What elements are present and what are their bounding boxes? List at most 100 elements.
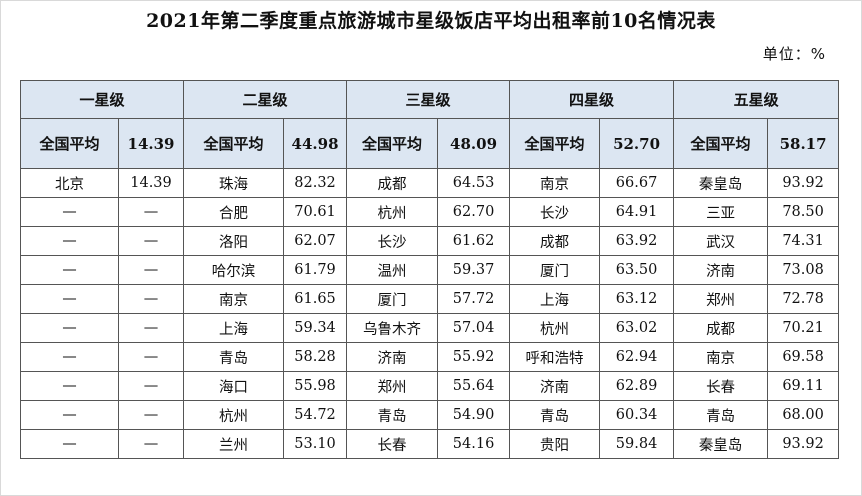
column-header-5star: 五星级 (673, 80, 840, 119)
rate-cell: 63.12 (599, 284, 675, 314)
rate-cell: — (117, 342, 185, 372)
rate-cell: 72.78 (767, 284, 840, 314)
city-cell: 长沙 (346, 226, 439, 256)
rate-cell: 70.21 (767, 313, 840, 343)
occupancy-table: 一星级 二星级 三星级 四星级 五星级 全国平均 14.39 全国平均 44.9… (19, 80, 840, 459)
city-cell: — (20, 400, 119, 430)
city-cell: — (20, 197, 119, 227)
rate-cell: 93.92 (767, 429, 840, 459)
city-cell: 杭州 (509, 313, 601, 343)
rate-cell: 69.58 (767, 342, 840, 372)
city-cell: — (20, 226, 119, 256)
rate-cell: 54.90 (437, 400, 511, 430)
rate-cell: 93.92 (767, 168, 840, 198)
rate-cell: 66.67 (599, 168, 675, 198)
city-cell: 济南 (346, 342, 439, 372)
rate-cell: 57.04 (437, 313, 511, 343)
rate-cell: 53.10 (283, 429, 348, 459)
rate-cell: 63.92 (599, 226, 675, 256)
rate-cell: 64.91 (599, 197, 675, 227)
city-cell: 南京 (509, 168, 601, 198)
rate-cell: — (117, 400, 185, 430)
city-cell: 南京 (673, 342, 769, 372)
rate-cell: 55.92 (437, 342, 511, 372)
rate-cell: 59.84 (599, 429, 675, 459)
average-value: 52.70 (599, 118, 675, 169)
average-value: 44.98 (283, 118, 348, 169)
column-header-1star: 一星级 (19, 80, 185, 119)
city-cell: 郑州 (346, 371, 439, 401)
city-cell: 长春 (673, 371, 769, 401)
average-value: 14.39 (117, 118, 185, 169)
unit-label: 单位：% (762, 45, 826, 63)
rate-cell: 57.72 (437, 284, 511, 314)
city-cell: 长春 (346, 429, 439, 459)
rate-cell: 54.72 (283, 400, 348, 430)
table-row: — — 合肥 70.61 杭州 62.70 长沙 64.91 三亚 78.50 (20, 197, 840, 227)
rate-cell: 54.16 (437, 429, 511, 459)
rate-cell: 62.94 (599, 342, 675, 372)
rate-cell: 62.07 (283, 226, 348, 256)
city-cell: — (20, 342, 119, 372)
rate-cell: 58.28 (283, 342, 348, 372)
column-header-3star: 三星级 (346, 80, 511, 119)
table-row: — — 哈尔滨 61.79 温州 59.37 厦门 63.50 济南 73.08 (20, 255, 840, 285)
rate-cell: 62.70 (437, 197, 511, 227)
city-cell: 杭州 (346, 197, 439, 227)
column-header-2star: 二星级 (183, 80, 348, 119)
city-cell: 温州 (346, 255, 439, 285)
rate-cell: 69.11 (767, 371, 840, 401)
city-cell: 济南 (509, 371, 601, 401)
rate-cell: — (117, 313, 185, 343)
rate-cell: 68.00 (767, 400, 840, 430)
city-cell: 哈尔滨 (183, 255, 285, 285)
city-cell: 长沙 (509, 197, 601, 227)
rate-cell: 55.64 (437, 371, 511, 401)
city-cell: 青岛 (673, 400, 769, 430)
city-cell: 青岛 (183, 342, 285, 372)
city-cell: 杭州 (183, 400, 285, 430)
city-cell: 呼和浩特 (509, 342, 601, 372)
city-cell: 秦皇岛 (673, 429, 769, 459)
rate-cell: 82.32 (283, 168, 348, 198)
city-cell: 南京 (183, 284, 285, 314)
rate-cell: 63.02 (599, 313, 675, 343)
rate-cell: 61.62 (437, 226, 511, 256)
average-label: 全国平均 (673, 118, 769, 169)
city-cell: 上海 (183, 313, 285, 343)
city-cell: 贵阳 (509, 429, 601, 459)
header-row: 一星级 二星级 三星级 四星级 五星级 (19, 80, 840, 119)
city-cell: 秦皇岛 (673, 168, 769, 198)
rate-cell: 14.39 (117, 168, 185, 198)
rate-cell: — (117, 255, 185, 285)
city-cell: 青岛 (509, 400, 601, 430)
city-cell: 郑州 (673, 284, 769, 314)
city-cell: — (20, 429, 119, 459)
rate-cell: — (117, 371, 185, 401)
city-cell: 海口 (183, 371, 285, 401)
table-row: — — 青岛 58.28 济南 55.92 呼和浩特 62.94 南京 69.58 (20, 342, 840, 372)
city-cell: 合肥 (183, 197, 285, 227)
table-row: 北京 14.39 珠海 82.32 成都 64.53 南京 66.67 秦皇岛 93.92 (20, 168, 840, 198)
rate-cell: 63.50 (599, 255, 675, 285)
rate-cell: 70.61 (283, 197, 348, 227)
city-cell: 济南 (673, 255, 769, 285)
average-label: 全国平均 (346, 118, 439, 169)
city-cell: 厦门 (346, 284, 439, 314)
city-cell: 三亚 (673, 197, 769, 227)
city-cell: 珠海 (183, 168, 285, 198)
city-cell: — (20, 371, 119, 401)
table-row: — — 上海 59.34 乌鲁木齐 57.04 杭州 63.02 成都 70.21 (20, 313, 840, 343)
city-cell: 上海 (509, 284, 601, 314)
rate-cell: 59.34 (283, 313, 348, 343)
table-row: — — 兰州 53.10 长春 54.16 贵阳 59.84 秦皇岛 93.92 (20, 429, 840, 459)
average-value: 48.09 (437, 118, 511, 169)
city-cell: — (20, 313, 119, 343)
average-label: 全国平均 (20, 118, 119, 169)
rate-cell: 61.79 (283, 255, 348, 285)
rate-cell: 55.98 (283, 371, 348, 401)
average-label: 全国平均 (183, 118, 285, 169)
table-row: — — 杭州 54.72 青岛 54.90 青岛 60.34 青岛 68.00 (20, 400, 840, 430)
city-cell: 成都 (346, 168, 439, 198)
city-cell: 厦门 (509, 255, 601, 285)
